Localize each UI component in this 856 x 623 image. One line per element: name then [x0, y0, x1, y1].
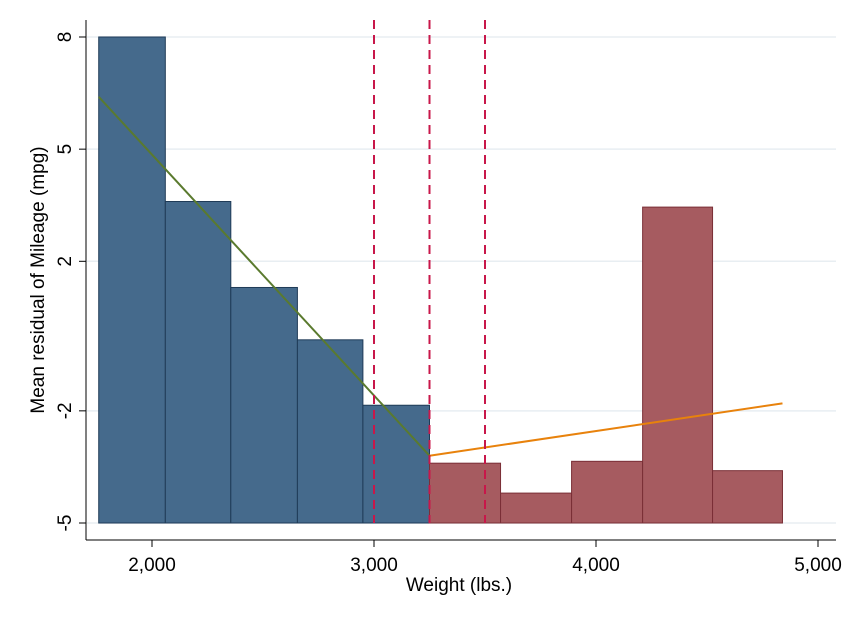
- fit-line-1: [429, 402, 783, 457]
- y-tick-label-0: 8: [55, 32, 76, 43]
- cutoff-lines-layer: [373, 20, 486, 523]
- bar-series0-2: [230, 286, 298, 524]
- x-tick-label-3: 5,000: [794, 555, 842, 576]
- y-axis-title: Mean residual of Mileage (mpg): [28, 146, 49, 413]
- bar-series1-0: [429, 462, 502, 524]
- ticks-layer: 2,000 3,000 4,000 5,000 8 5 2 -2 -5: [55, 32, 842, 576]
- y-tick-label-4: -5: [55, 515, 76, 532]
- axes-layer: [85, 20, 836, 541]
- bar-series1-4: [712, 470, 783, 524]
- bar-series0-4: [362, 404, 430, 524]
- x-tick-label-2: 4,000: [572, 555, 620, 576]
- y-tick-label-3: -2: [55, 402, 76, 419]
- bar-series0-0: [98, 36, 166, 524]
- x-tick-label-1: 3,000: [350, 555, 398, 576]
- x-tick-label-0: 2,000: [128, 555, 176, 576]
- x-axis-title: Weight (lbs.): [406, 575, 512, 596]
- bar-series1-3: [642, 206, 714, 524]
- y-tick-label-1: 5: [55, 144, 76, 155]
- bar-series1-2: [571, 460, 644, 524]
- bar-series1-1: [500, 492, 573, 524]
- bar-series0-3: [296, 339, 364, 524]
- bar-series0-1: [164, 200, 232, 524]
- y-tick-label-2: 2: [55, 256, 76, 267]
- bars-layer: [98, 36, 783, 524]
